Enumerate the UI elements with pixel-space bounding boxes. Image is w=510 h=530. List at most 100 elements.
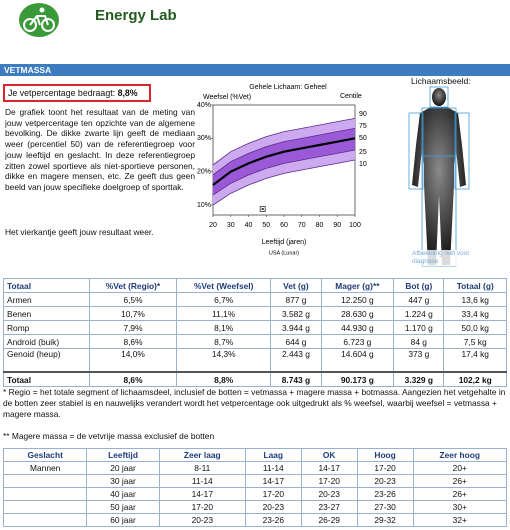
x-tick-label: 90 — [333, 222, 341, 229]
table-cell: Android (buik) — [3, 334, 90, 349]
table-cell: 32+ — [412, 513, 508, 527]
footnote: * Regio = het totale segment of lichaams… — [3, 387, 506, 419]
table-cell: 29-32 — [356, 513, 414, 527]
body-image-caption: Afbeelding niet voor diagnose — [412, 250, 472, 266]
app-title: Energy Lab — [95, 7, 177, 24]
x-tick-label: 50 — [262, 222, 270, 229]
table-cell: 60 jaar — [86, 513, 160, 527]
table-cell: 8,1% — [176, 320, 272, 335]
total-cell: 8.743 g — [270, 371, 322, 387]
table-cell: 7,5 kg — [443, 334, 507, 349]
table-cell: 50,0 kg — [443, 320, 507, 335]
column-header: Hoog — [356, 448, 414, 462]
table-cell: 20-23 — [158, 513, 246, 527]
y-tick-label: 30% — [197, 135, 211, 142]
table-cell: 1.170 g — [393, 320, 445, 335]
table-row: Mannen 20 jaar 8-11 11-14 14-17 17-20 20+ — [2, 461, 508, 475]
column-header: Laag — [244, 448, 302, 462]
table-cell: 27-30 — [356, 500, 414, 514]
centile-label: 10 — [359, 161, 367, 168]
column-header: %Vet (Weefsel) — [176, 278, 272, 293]
table-row: Genoid (heup) 14,0% 14,3% 2.443 g 14.604 g 37… — [3, 348, 507, 373]
total-cell: 90.173 g — [320, 371, 395, 387]
centile-label: 90 — [359, 111, 367, 118]
column-header: Zeer laag — [158, 448, 246, 462]
column-header: OK — [300, 448, 358, 462]
table-cell: 17-20 — [300, 474, 358, 488]
table-cell: 23-26 — [356, 487, 414, 501]
gender-cell — [2, 500, 88, 514]
gender-cell — [2, 513, 88, 527]
legend-title: Centile — [340, 93, 362, 100]
body-image — [398, 85, 480, 273]
table-cell: 11-14 — [158, 474, 246, 488]
table-cell: 17-20 — [158, 500, 246, 514]
table-cell: Romp — [3, 320, 90, 335]
total-row: Totaal 8,6% 8,8% 8.743 g 90.173 g 3.329 g 102,… — [3, 371, 507, 387]
table-cell: 14.604 g — [320, 348, 395, 373]
x-tick-label: 100 — [349, 222, 361, 229]
section-bar: VETMASSA — [0, 64, 510, 76]
table-cell: 7,9% — [88, 320, 178, 335]
table-cell: 2.443 g — [270, 348, 322, 373]
column-header: Vet (g) — [270, 278, 322, 293]
y-axis-label: Weefsel (%Vet) — [203, 94, 251, 101]
x-tick-label: 80 — [316, 222, 324, 229]
table-cell: 8,7% — [176, 334, 272, 349]
table-cell: 12.250 g — [320, 292, 395, 307]
table-row: 60 jaar 20-23 23-26 26-29 29-32 32+ — [2, 513, 508, 527]
x-tick-label: 40 — [245, 222, 253, 229]
total-cell: 8,8% — [176, 371, 272, 387]
section-title: VETMASSA — [4, 65, 52, 75]
table-row: Romp 7,9% 8,1% 3.944 g 44.930 g 1.170 g 50,0 k… — [3, 320, 507, 335]
column-header: Mager (g)** — [320, 278, 395, 293]
table-cell: 13,6 kg — [443, 292, 507, 307]
column-header: Geslacht — [2, 448, 88, 462]
table-row: 40 jaar 14-17 17-20 20-23 23-26 26+ — [2, 487, 508, 501]
chart-title: Gehele Lichaam: Geheel — [249, 84, 327, 91]
total-cell: Totaal — [3, 371, 90, 387]
table-cell: 50 jaar — [86, 500, 160, 514]
table-row: 30 jaar 11-14 14-17 17-20 20-23 26+ — [2, 474, 508, 488]
table-cell: 11,1% — [176, 306, 272, 321]
centile-line — [212, 149, 356, 196]
footnote: ** Magere massa = de vetvrije massa excl… — [3, 431, 215, 441]
column-header: Totaal (g) — [443, 278, 507, 293]
gender-cell: Mannen — [2, 461, 88, 475]
table-cell: 17-20 — [356, 461, 414, 475]
centile-label: 50 — [359, 135, 367, 142]
table-cell: Genoid (heup) — [3, 348, 90, 373]
table-cell: 23-26 — [244, 513, 302, 527]
x-tick-label: 70 — [298, 222, 306, 229]
table-cell: 26-29 — [300, 513, 358, 527]
table-cell: 877 g — [270, 292, 322, 307]
x-axis-label: Leeftijd (jaren) — [262, 239, 307, 246]
table-cell: 3.944 g — [270, 320, 322, 335]
centile-chart: Gehele Lichaam: Geheel Weefsel (%Vet) Ce… — [197, 84, 367, 257]
centile-label: 75 — [359, 123, 367, 130]
result-label: Je vetpercentage bedraagt: — [8, 88, 116, 98]
table-cell: 10,7% — [88, 306, 178, 321]
table-cell: 30 jaar — [86, 474, 160, 488]
table-cell: 8,6% — [88, 334, 178, 349]
source-label: USA (Lunar) — [269, 250, 299, 256]
table-cell: 1.224 g — [393, 306, 445, 321]
table-cell: 33,4 kg — [443, 306, 507, 321]
table-cell: 14-17 — [300, 461, 358, 475]
table-cell: 447 g — [393, 292, 445, 307]
table-cell: 20-23 — [244, 500, 302, 514]
centile-label: 25 — [359, 149, 367, 156]
table-row: Armen 6,5% 6,7% 877 g 12.250 g 447 g 13,6 kg — [3, 292, 507, 307]
table-cell: 14-17 — [244, 474, 302, 488]
table-cell: 3.582 g — [270, 306, 322, 321]
column-header: Bot (g) — [393, 278, 445, 293]
table-cell: 20-23 — [300, 487, 358, 501]
table-cell: 14-17 — [158, 487, 246, 501]
gender-cell — [2, 474, 88, 488]
column-header: Zeer hoog — [412, 448, 508, 462]
reference-table: Geslacht Leeftijd Zeer laag Laag OK Hoog Zeer … — [2, 448, 508, 527]
total-cell: 3.329 g — [393, 371, 445, 387]
header-row: Totaal %Vet (Regio)* %Vet (Weefsel) Vet (g)… — [3, 278, 507, 293]
table-cell: 373 g — [393, 348, 445, 373]
